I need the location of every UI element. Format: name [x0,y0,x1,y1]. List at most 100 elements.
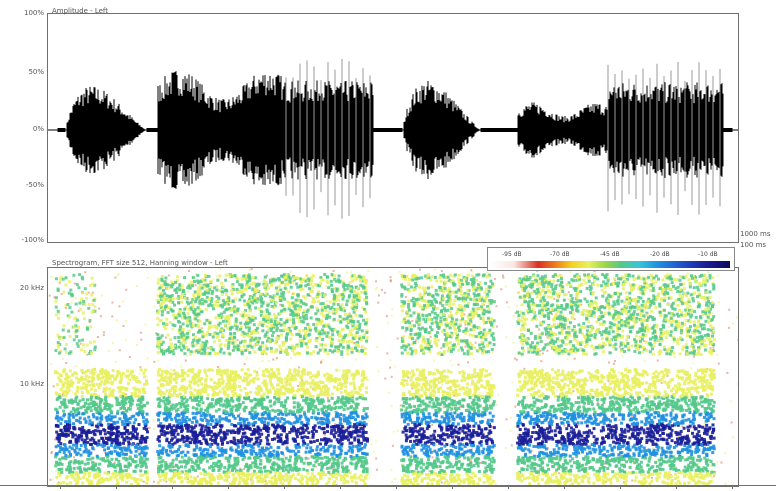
spectrogram-cell [431,423,434,426]
spectrogram-cell [259,300,263,304]
spectrogram-cell [278,344,282,348]
spectrogram-cell [208,351,212,355]
spectrogram-cell [231,341,235,345]
spectrogram-cell [128,448,132,452]
spectrogram-cell [234,322,238,326]
spectrogram-cell [233,305,237,309]
spectrogram-cell [66,314,70,318]
spectrogram-cell [279,333,283,337]
spectrogram-cell [103,443,107,447]
spectrogram-cell [191,324,195,328]
spectrogram-cell [93,305,97,309]
spectrogram-cell [289,271,292,274]
spectrogram-cell [89,405,93,409]
spectrogram-cell [125,320,128,323]
waveform-panel[interactable]: Amplitude - Left [47,7,739,243]
spectrogram-cell [282,305,286,309]
spectrogram-cell [223,369,227,373]
spectrogram-cell [180,348,184,352]
spectrogram-cell [332,317,336,321]
spectrogram-cell [88,319,92,323]
spectrogram-cell [200,482,204,486]
spectrogram-cell [58,461,62,465]
spectrogram-cell [253,331,257,335]
spectrogram-cell [210,385,214,389]
spectrogram-panel[interactable]: Spectrogram, FFT size 512, Hanning windo… [47,259,739,487]
spectrogram-cell [320,278,324,282]
spectrogram-cell [175,313,179,317]
spectrogram-cell [123,432,127,436]
spectrogram-cell [109,424,113,428]
spectrogram-cell [223,301,227,305]
spectrogram-cell [95,416,99,420]
spectrogram-cell [119,468,123,472]
spectrogram-cell [84,370,88,374]
spectrogram-cell [78,421,82,425]
spectrogram-cell [252,323,256,327]
spectrogram-cell [259,297,263,301]
spectrogram-cell [131,459,135,463]
spectrogram-cell [119,377,123,381]
spectrogram-cell [208,321,212,325]
spectrogram-cell [312,350,316,354]
spectrogram-cell [98,470,102,474]
spectrogram-cell [235,327,239,331]
spectrogram-cell [90,276,94,280]
spectrogram-cell [363,347,367,351]
spectrogram-cell [348,330,352,334]
spectrogram-cell [335,294,339,298]
spectrogram-cell [227,471,231,475]
spectrogram-cell [253,276,257,280]
spectrogram-cell [233,340,237,344]
spectrogram-cell [68,440,72,444]
spectrogram-cell [213,351,217,355]
spectrogram-cell [168,305,172,309]
spectrogram-cell [346,344,350,348]
spectrogram-cell [261,341,265,345]
spectrogram-cell [121,405,125,409]
spectrogram-cell [153,428,156,431]
spectrogram-cell [218,321,222,325]
spectrogram-cell [162,352,166,356]
waveform-svg [48,58,738,219]
spectrogram-cell [80,348,84,352]
spectrogram-cell [491,425,494,428]
spectrogram-cell [194,343,198,347]
spectrogram-cell [391,444,394,447]
spectrogram-cell [255,373,259,377]
spectrogram-cell [309,276,313,280]
spectrogram-cell [122,300,125,303]
spectrogram-cell [120,478,124,482]
spectrogram-cell [238,298,242,302]
spectrogram-cell [194,284,197,287]
spectrogram-cell [185,426,189,430]
spectrogram-cell [360,425,363,428]
spectrogram-cell [318,452,322,456]
spectrogram-cell [298,334,302,338]
spectrogram-cell [380,288,383,291]
spectrogram-cell [156,323,160,327]
spectrogram-cell [692,355,695,358]
spectrogram-cell [265,308,269,312]
spectrogram-cell [374,288,377,291]
spectrogram-cell [347,295,351,299]
spectrogram-cell [335,310,339,314]
spectrogram-cell [301,339,305,343]
spectrogram-cell [360,345,364,349]
spectrogram-cell [578,429,581,432]
spectrogram-cell [241,457,245,461]
spectrogram-cell [305,328,309,332]
spectrogram-cell [78,301,82,305]
spectrogram-cell [277,277,281,281]
spectrogram-cell [89,438,93,442]
spectrogram-cell [268,281,272,285]
spectrogram-cell [495,325,498,328]
spectrogram-cell [249,437,253,441]
spectrogram-cell [302,317,306,321]
spectrogram-cell [219,268,222,271]
spectrogram-cell [108,387,112,391]
spectrogram-cell [203,351,207,355]
spectrogram-cell [63,403,67,407]
spectrogram-cell [327,325,331,329]
spectrogram-cell [247,329,251,333]
